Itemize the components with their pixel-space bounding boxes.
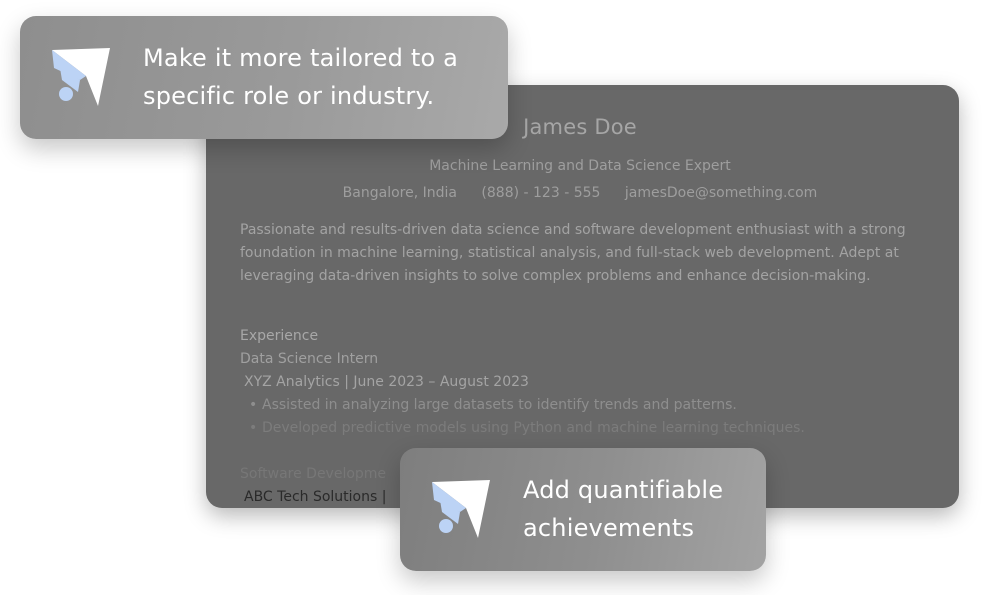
resume-email: jamesDoe@something.com bbox=[624, 185, 818, 201]
experience-company-dates: ABC Tech Solutions | bbox=[244, 489, 387, 505]
resume-location: Bangalore, India bbox=[342, 185, 457, 201]
send-icon bbox=[52, 48, 110, 106]
resume-title: Machine Learning and Data Science Expert bbox=[429, 158, 731, 174]
resume-phone: (888) - 123 - 555 bbox=[481, 185, 601, 201]
suggestion-text-line: Make it more tailored to a bbox=[143, 44, 459, 72]
resume-summary: Passionate and results-driven data scien… bbox=[240, 222, 906, 284]
suggestion-text-line: Add quantifiable bbox=[523, 476, 724, 504]
resume-contact-line: Bangalore, India (888) - 123 - 555 james… bbox=[240, 185, 920, 201]
suggestion-text-line: achievements bbox=[523, 514, 695, 542]
experience-entry-2: Software Developme ABC Tech Solutions | bbox=[240, 463, 920, 508]
resume-name: James Doe bbox=[523, 115, 637, 139]
send-icon bbox=[432, 480, 490, 538]
experience-role: Data Science Intern bbox=[240, 351, 379, 367]
experience-company-dates: XYZ Analytics | June 2023 – August 2023 bbox=[244, 374, 529, 390]
experience-heading: Experience bbox=[240, 328, 319, 344]
suggestion-text-line: specific role or industry. bbox=[143, 82, 435, 110]
suggestion-text: Add quantifiable achievements bbox=[523, 471, 753, 547]
experience-role: Software Developme bbox=[240, 466, 387, 482]
experience-section: Experience Data Science Intern XYZ Analy… bbox=[240, 325, 920, 440]
experience-bullet: Assisted in analyzing large datasets to … bbox=[240, 394, 920, 417]
experience-bullet: Developed predictive models using Python… bbox=[240, 417, 920, 440]
resume-preview-card: James Doe Machine Learning and Data Scie… bbox=[206, 85, 959, 508]
experience-bullets: Assisted in analyzing large datasets to … bbox=[240, 394, 920, 440]
suggestion-text: Make it more tailored to a specific role… bbox=[143, 39, 493, 115]
